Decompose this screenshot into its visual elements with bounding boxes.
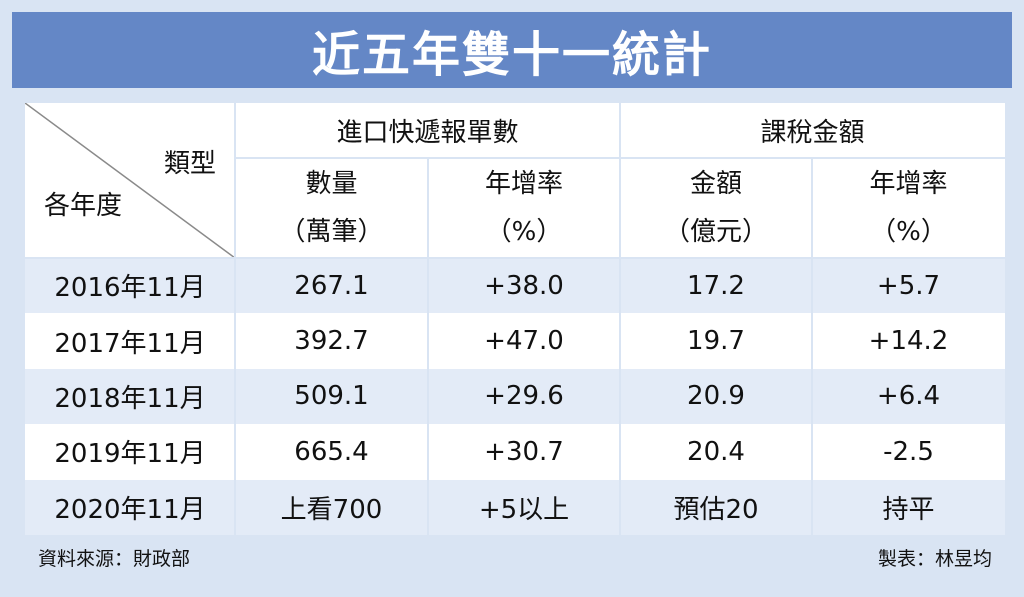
column-divider xyxy=(619,103,621,535)
row-background xyxy=(25,479,1005,535)
source: 資料來源：財政部 xyxy=(38,548,191,570)
column-unit: （%） xyxy=(485,217,563,247)
table-cell: 上看700 xyxy=(280,494,383,525)
row-divider xyxy=(25,257,1005,259)
column-label: 年增率 xyxy=(484,169,563,199)
row-label: 2017年11月 xyxy=(54,328,206,359)
table-cell: 20.9 xyxy=(687,381,745,412)
corner-diagonal xyxy=(25,103,235,258)
column-header: 年增率 （%） xyxy=(812,158,1005,258)
table-cell: +14.2 xyxy=(868,326,949,357)
column-label: 金額 xyxy=(689,169,742,199)
column-header: 金額 （億元） xyxy=(620,158,812,258)
column-unit: （億元） xyxy=(663,217,768,247)
column-divider xyxy=(811,158,813,535)
column-label: 年增率 xyxy=(869,169,948,199)
table-cell: +6.4 xyxy=(876,381,941,412)
column-header: 數量 （萬筆） xyxy=(235,158,428,258)
row-label: 2020年11月 xyxy=(54,494,206,525)
table-cell: +5.7 xyxy=(876,270,941,301)
corner-column-label: 類型 xyxy=(163,148,216,179)
table-cell: 267.1 xyxy=(294,270,369,301)
diagonal-line xyxy=(25,103,235,258)
table: 類型各年度 進口快遞報單數 課稅金額數量 （萬筆） 年增率 （%） 金額 （億元） 年增率 （%）… xyxy=(25,103,1005,535)
row-background xyxy=(25,258,1005,314)
group-header: 進口快遞報單數 xyxy=(336,118,519,148)
column-header: 年增率 （%） xyxy=(428,158,620,258)
table-cell: 持平 xyxy=(882,494,935,525)
column-label: 數量 xyxy=(305,169,358,199)
table-cell: 392.7 xyxy=(294,326,369,357)
table-cell: 665.4 xyxy=(294,436,369,467)
table-cell: 17.2 xyxy=(687,270,745,301)
column-unit: （萬筆） xyxy=(279,217,384,247)
table-cell: +47.0 xyxy=(484,326,564,357)
table-cell: +5以上 xyxy=(478,494,570,525)
column-divider xyxy=(234,103,236,535)
table-cell: 20.4 xyxy=(687,436,745,467)
table-cell: 509.1 xyxy=(294,381,369,412)
corner-row-label: 各年度 xyxy=(43,190,122,221)
column-divider xyxy=(427,158,429,535)
table-cell: -2.5 xyxy=(883,436,934,467)
column-unit: （%） xyxy=(870,217,947,247)
table-cell: +29.6 xyxy=(484,381,564,412)
credit: 製表：林昱均 xyxy=(877,548,992,570)
row-label: 2016年11月 xyxy=(54,273,206,304)
row-divider xyxy=(235,157,1005,159)
row-label: 2018年11月 xyxy=(54,383,206,414)
table-cell: +30.7 xyxy=(484,436,564,467)
group-header: 課稅金額 xyxy=(760,118,865,148)
table-cell: 預估20 xyxy=(673,494,759,525)
title: 近五年雙十一統計 xyxy=(12,12,1012,88)
table-cell: 19.7 xyxy=(687,326,745,357)
row-background xyxy=(25,368,1005,425)
table-cell: +38.0 xyxy=(484,270,564,301)
row-label: 2019年11月 xyxy=(54,439,206,470)
